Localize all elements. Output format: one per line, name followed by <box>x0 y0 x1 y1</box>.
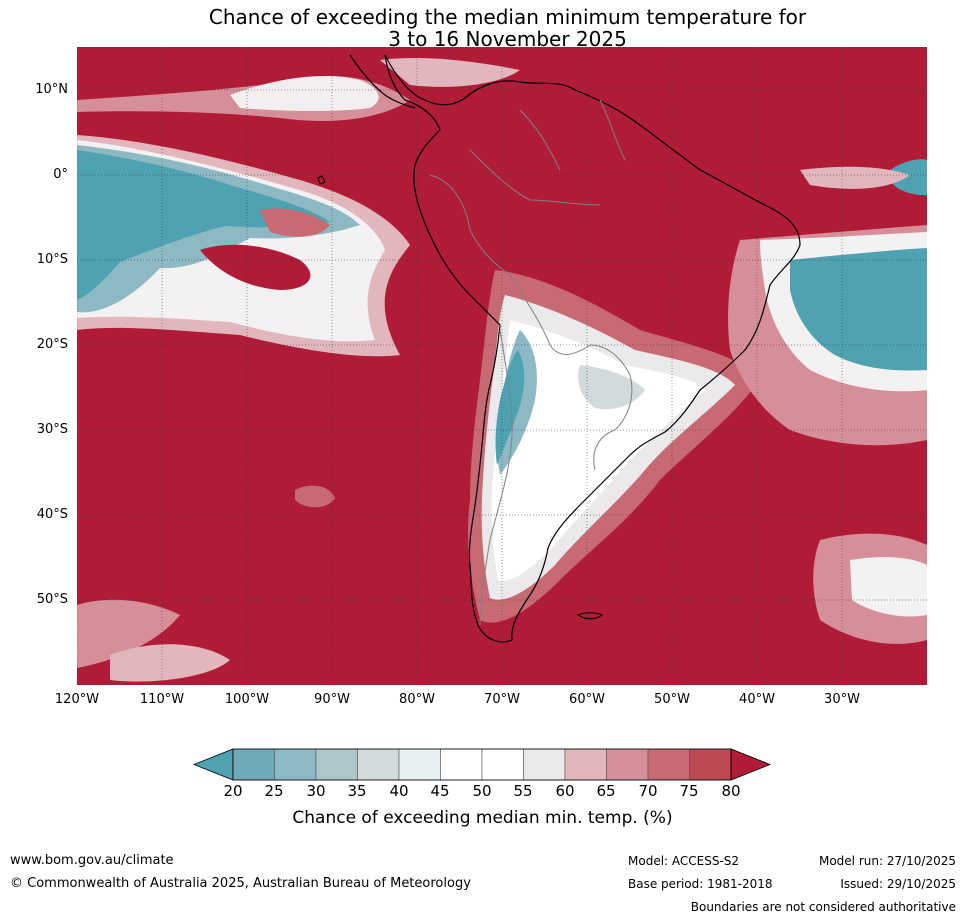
galapagos <box>317 175 326 185</box>
lat-label-10n: 10°N <box>35 82 68 97</box>
lon-label-100w: 100°W <box>224 692 270 707</box>
lat-label-10s: 10°S <box>36 252 68 267</box>
field-atlantic-blue-2 <box>890 159 927 196</box>
lon-label-60w: 60°W <box>569 692 605 707</box>
footer-base-period: Base period: 1981-2018 <box>628 877 773 891</box>
map-title-line2: 3 to 16 November 2025 <box>388 27 627 51</box>
lon-label-30w: 30°W <box>824 692 860 707</box>
lon-label-80w: 80°W <box>399 692 435 707</box>
footer-issued: Issued: 29/10/2025 <box>840 877 956 891</box>
field-atlantic-pale-2 <box>800 166 910 189</box>
colorbar-frame <box>232 748 732 781</box>
field-caribbean-pale <box>380 58 520 87</box>
cb-tick-50: 50 <box>472 782 492 800</box>
colorbar-cell <box>647 748 690 781</box>
colorbar-cell <box>232 748 275 781</box>
colorbar-label: Chance of exceeding median min. temp. (%… <box>292 808 673 828</box>
lat-label-0: 0° <box>53 167 68 182</box>
central-america-coastline <box>349 54 416 109</box>
footer-copyright: © Commonwealth of Australia 2025, Austra… <box>10 876 471 891</box>
field-north-pacific-white <box>230 75 379 111</box>
lat-label-40s: 40°S <box>36 507 68 522</box>
cb-tick-30: 30 <box>306 782 326 800</box>
field-pacific-blue <box>77 150 330 300</box>
country-borders <box>429 99 633 626</box>
lon-label-70w: 70°W <box>484 692 520 707</box>
field-se-pacific-pink <box>295 485 335 508</box>
field-sa-lightgrey <box>578 365 645 410</box>
colorbar-cell <box>357 748 400 781</box>
footer-disclaimer: Boundaries are not considered authoritat… <box>690 900 956 914</box>
cb-tick-40: 40 <box>389 782 409 800</box>
south-america-coastline <box>384 54 801 643</box>
falklands <box>576 612 603 620</box>
cb-tick-60: 60 <box>555 782 575 800</box>
field-sa-andes-darkblue <box>495 350 525 465</box>
cb-tick-20: 20 <box>223 782 243 800</box>
colorbar-cell <box>315 748 358 781</box>
field-s-pacific-pink-2 <box>110 644 230 682</box>
colorbar-arrow-high <box>730 748 772 781</box>
cb-tick-75: 75 <box>679 782 699 800</box>
field-atlantic-blue <box>790 248 927 371</box>
cb-tick-45: 45 <box>430 782 450 800</box>
colorbar-cell <box>689 748 732 781</box>
cb-tick-35: 35 <box>347 782 367 800</box>
colorbar-cell <box>564 748 607 781</box>
cb-tick-25: 25 <box>264 782 284 800</box>
map-title-line1: Chance of exceeding the median minimum t… <box>208 5 807 29</box>
colorbar-cell <box>274 748 317 781</box>
colorbar-arrow-low <box>192 748 234 781</box>
coastlines <box>317 54 801 643</box>
lat-label-30s: 30°S <box>36 422 68 437</box>
field-sa-white <box>491 320 705 581</box>
footer-model: Model: ACCESS-S2 <box>628 854 740 868</box>
lon-label-90w: 90°W <box>314 692 350 707</box>
lon-label-110w: 110°W <box>139 692 185 707</box>
lon-label-40w: 40°W <box>739 692 775 707</box>
colorbar-cell <box>398 748 441 781</box>
footer-url: www.bom.gov.au/climate <box>10 853 174 868</box>
colorbar-cell <box>481 748 524 781</box>
lat-label-20s: 20°S <box>36 337 68 352</box>
colorbar-cell <box>523 748 566 781</box>
colorbar <box>192 748 772 781</box>
lat-label-50s: 50°S <box>36 592 68 607</box>
cb-tick-65: 65 <box>596 782 616 800</box>
lon-label-50w: 50°W <box>654 692 690 707</box>
colorbar-cell <box>440 748 483 781</box>
field-s-atlantic-white <box>850 557 927 617</box>
graticule <box>77 47 927 685</box>
lon-label-120w: 120°W <box>54 692 100 707</box>
cb-tick-55: 55 <box>513 782 533 800</box>
field-s-pacific-pink <box>77 599 180 668</box>
cb-tick-70: 70 <box>638 782 658 800</box>
footer-model-run: Model run: 27/10/2025 <box>818 854 956 868</box>
cb-tick-80: 80 <box>721 782 741 800</box>
field-pacific-red-1 <box>200 244 311 290</box>
field-pacific-red-2 <box>260 208 330 237</box>
colorbar-cell <box>606 748 649 781</box>
